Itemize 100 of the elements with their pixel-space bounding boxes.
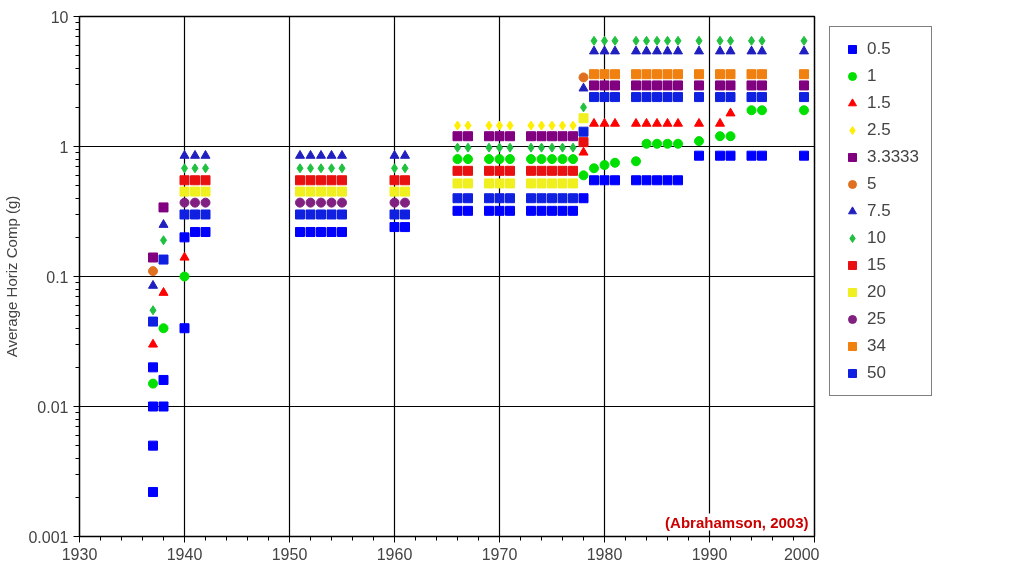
point bbox=[641, 138, 652, 149]
point bbox=[536, 131, 547, 142]
point bbox=[190, 197, 200, 208]
point bbox=[190, 149, 200, 159]
point bbox=[599, 92, 610, 103]
point bbox=[631, 80, 641, 91]
point bbox=[305, 209, 316, 220]
point bbox=[694, 45, 704, 55]
point bbox=[505, 154, 515, 165]
point bbox=[452, 193, 463, 204]
point bbox=[526, 205, 536, 216]
point bbox=[694, 80, 704, 91]
point bbox=[757, 92, 767, 103]
point bbox=[611, 35, 619, 46]
x-tick-label: 1980 bbox=[586, 545, 623, 563]
legend-label: 0.5 bbox=[867, 39, 891, 59]
point bbox=[179, 186, 190, 197]
point bbox=[484, 205, 494, 216]
point bbox=[305, 186, 316, 197]
point bbox=[295, 186, 305, 197]
point bbox=[662, 69, 673, 80]
point bbox=[673, 69, 683, 80]
legend-label: 7.5 bbox=[867, 201, 891, 221]
point bbox=[505, 193, 515, 204]
point bbox=[452, 131, 463, 142]
point bbox=[578, 82, 589, 92]
point bbox=[200, 186, 211, 197]
point bbox=[316, 197, 326, 208]
point bbox=[547, 165, 557, 176]
point bbox=[200, 226, 211, 237]
point bbox=[148, 266, 158, 277]
point bbox=[716, 35, 724, 46]
y-tick-label: 0.01 bbox=[37, 398, 69, 416]
point bbox=[652, 92, 662, 103]
point bbox=[578, 137, 589, 148]
point bbox=[725, 80, 736, 91]
point bbox=[590, 35, 598, 46]
point bbox=[536, 154, 547, 165]
point bbox=[725, 150, 736, 161]
point bbox=[326, 149, 337, 159]
point bbox=[452, 165, 463, 176]
point bbox=[179, 271, 190, 282]
point bbox=[295, 209, 305, 220]
x-tick-label: 1970 bbox=[481, 545, 518, 563]
point bbox=[757, 69, 767, 80]
point bbox=[148, 486, 158, 497]
point bbox=[400, 186, 410, 197]
point bbox=[662, 80, 673, 91]
point bbox=[568, 154, 578, 165]
point bbox=[536, 165, 547, 176]
point bbox=[641, 69, 652, 80]
point bbox=[757, 80, 767, 91]
point bbox=[400, 197, 410, 208]
point bbox=[337, 209, 347, 220]
point bbox=[305, 175, 316, 186]
point bbox=[715, 117, 725, 127]
legend-label: 5 bbox=[867, 174, 878, 194]
point bbox=[326, 226, 337, 237]
point bbox=[179, 323, 190, 334]
point bbox=[527, 120, 535, 131]
point bbox=[389, 149, 400, 159]
point bbox=[800, 35, 808, 46]
point bbox=[148, 252, 158, 263]
point bbox=[610, 45, 620, 55]
point bbox=[494, 165, 505, 176]
point bbox=[389, 175, 400, 186]
point bbox=[694, 117, 704, 127]
y-tick-label: 10 bbox=[50, 8, 69, 26]
point bbox=[631, 92, 641, 103]
point bbox=[641, 45, 652, 55]
point bbox=[568, 165, 578, 176]
point bbox=[401, 163, 409, 174]
point bbox=[200, 175, 211, 186]
point bbox=[526, 178, 536, 189]
point bbox=[326, 197, 337, 208]
point bbox=[317, 163, 325, 174]
point bbox=[725, 92, 736, 103]
point bbox=[389, 197, 400, 208]
point bbox=[757, 105, 767, 116]
point bbox=[746, 150, 757, 161]
point bbox=[494, 178, 505, 189]
point bbox=[799, 150, 809, 161]
point bbox=[158, 254, 169, 265]
point bbox=[295, 226, 305, 237]
point bbox=[652, 69, 662, 80]
legend-label: 10 bbox=[867, 228, 887, 248]
point bbox=[484, 178, 494, 189]
point bbox=[589, 69, 599, 80]
point bbox=[527, 142, 535, 153]
point bbox=[389, 209, 400, 220]
point bbox=[326, 175, 337, 186]
point bbox=[200, 149, 211, 159]
point bbox=[179, 232, 190, 243]
point bbox=[463, 131, 473, 142]
point bbox=[599, 45, 610, 55]
point bbox=[190, 175, 200, 186]
point bbox=[589, 45, 599, 55]
point bbox=[557, 154, 568, 165]
point bbox=[715, 92, 725, 103]
point bbox=[326, 186, 337, 197]
